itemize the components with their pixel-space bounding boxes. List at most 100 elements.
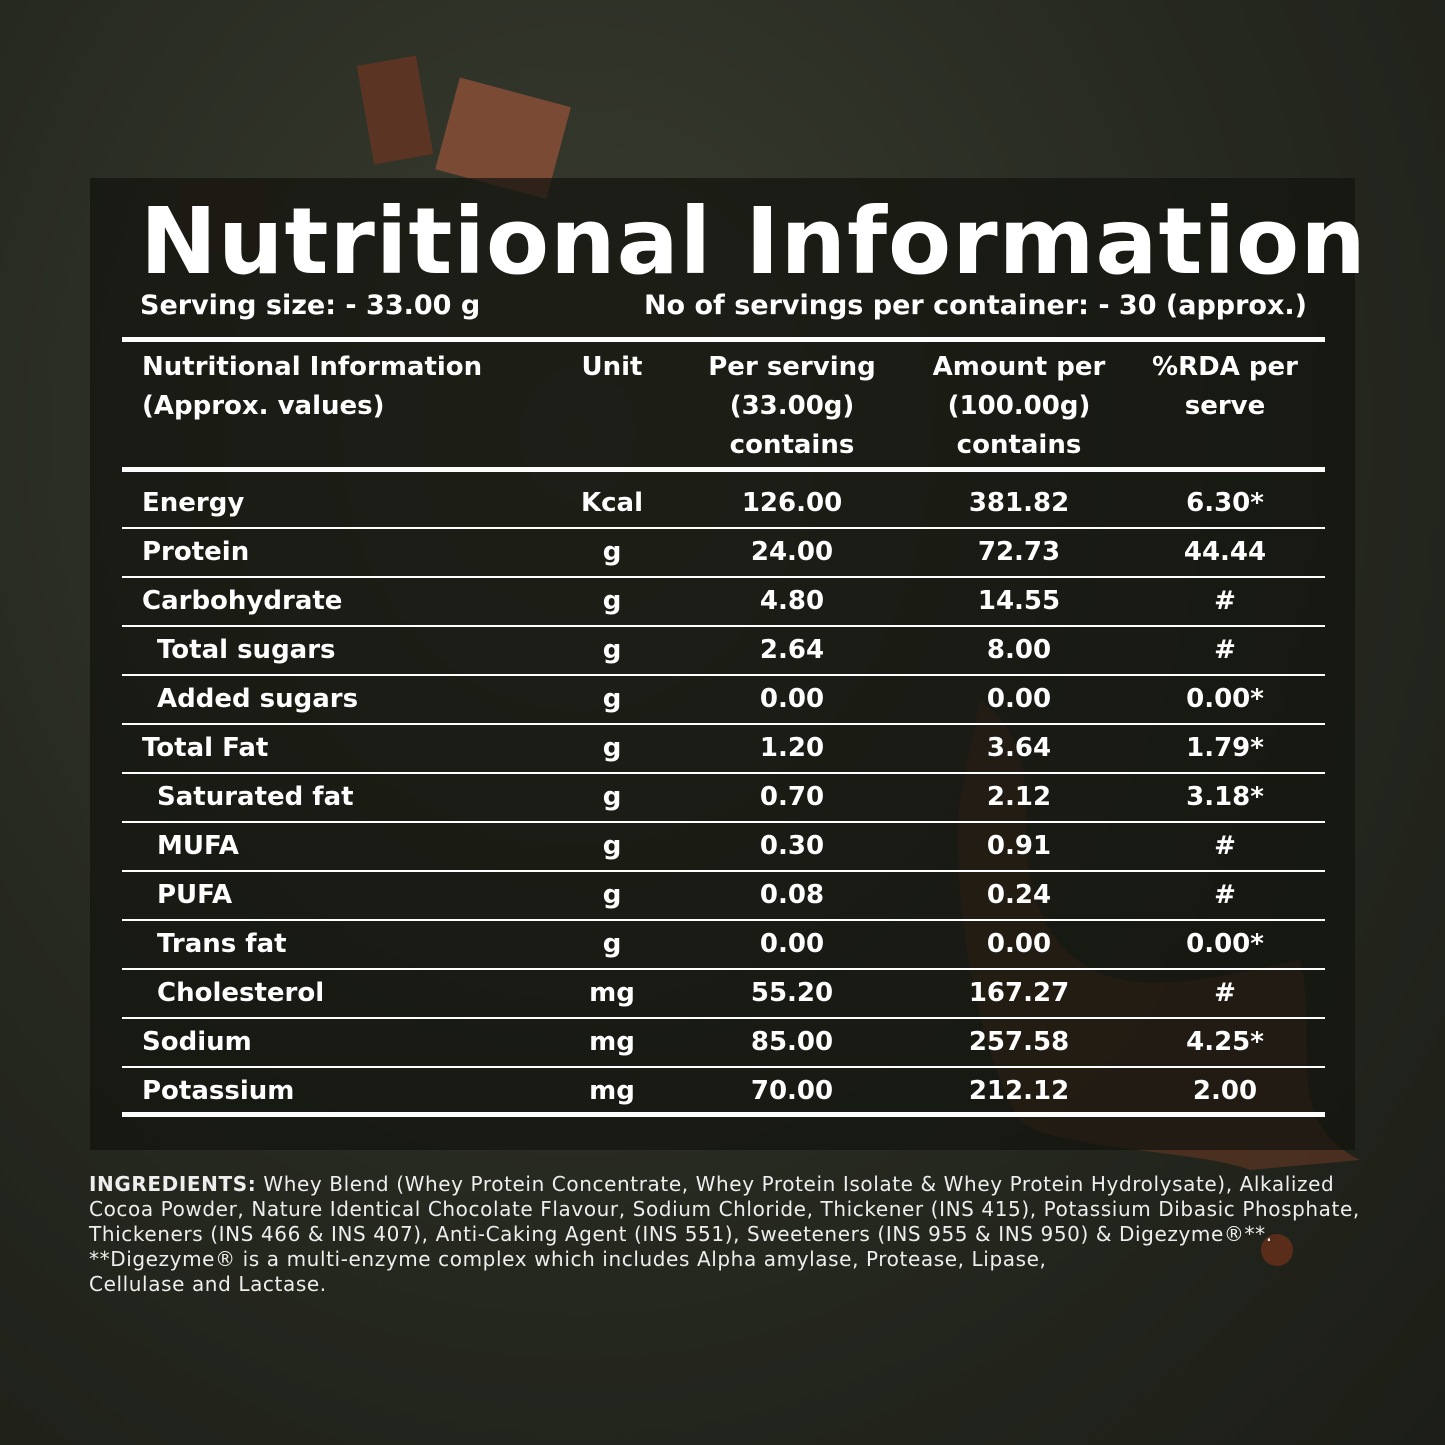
header-cell: %RDA per serve	[1075, 348, 1375, 426]
row-label: Energy	[142, 488, 245, 518]
row-value: g	[602, 537, 622, 567]
row-divider	[122, 870, 1325, 872]
row-value: 4.80	[759, 586, 825, 616]
row-value: Kcal	[580, 488, 644, 518]
row-value: 2.12	[986, 782, 1052, 812]
row-value: g	[602, 880, 622, 910]
row-value: 72.73	[977, 537, 1061, 567]
header-line: Unit	[581, 352, 643, 382]
row-divider	[122, 919, 1325, 921]
rule	[122, 1112, 1325, 1117]
header-line: Amount per	[932, 352, 1106, 382]
row-value: 0.00*	[1186, 684, 1264, 714]
row-value: #	[1214, 635, 1236, 665]
header-line: (33.00g)	[729, 391, 855, 421]
row-divider	[122, 674, 1325, 676]
header-line: Per serving	[708, 352, 876, 382]
row-value: 85.00	[750, 1027, 834, 1057]
row-label: Trans fat	[157, 929, 287, 959]
header-line: contains	[729, 430, 855, 460]
row-value: 24.00	[750, 537, 834, 567]
row-divider	[122, 772, 1325, 774]
row-divider	[122, 527, 1325, 529]
header-line: (100.00g)	[947, 391, 1091, 421]
row-value: #	[1214, 831, 1236, 861]
header-line: %RDA per	[1152, 352, 1298, 382]
row-label: Added sugars	[157, 684, 359, 714]
row-divider	[122, 821, 1325, 823]
row-value: 212.12	[968, 1076, 1070, 1106]
row-value: g	[602, 929, 622, 959]
row-divider	[122, 723, 1325, 725]
row-value: 3.18*	[1186, 782, 1264, 812]
row-value: 0.00*	[1186, 929, 1264, 959]
row-value: mg	[589, 1027, 635, 1057]
row-divider	[122, 576, 1325, 578]
header-cell: Unit	[462, 348, 762, 387]
row-value: 0.91	[986, 831, 1052, 861]
rule	[122, 337, 1325, 342]
row-value: 2.00	[1192, 1076, 1258, 1106]
row-value: #	[1214, 586, 1236, 616]
row-value: g	[602, 733, 622, 763]
row-value: 0.00	[986, 684, 1052, 714]
row-label: Potassium	[142, 1076, 295, 1106]
row-divider	[122, 625, 1325, 627]
row-value: 0.00	[759, 929, 825, 959]
header-line: contains	[956, 430, 1082, 460]
row-value: 381.82	[968, 488, 1070, 518]
row-value: 0.00	[759, 684, 825, 714]
ingredients: INGREDIENTS: Whey Blend (Whey Protein Co…	[89, 1172, 1369, 1297]
row-value: 14.55	[977, 586, 1061, 616]
row-value: g	[602, 586, 622, 616]
row-value: #	[1214, 880, 1236, 910]
row-value: 70.00	[750, 1076, 834, 1106]
row-value: 6.30*	[1186, 488, 1264, 518]
row-label: Total Fat	[142, 733, 269, 763]
row-label: Total sugars	[157, 635, 336, 665]
row-label: MUFA	[157, 831, 239, 861]
row-value: mg	[589, 978, 635, 1008]
header-line: Nutritional Information	[142, 352, 483, 382]
row-value: 3.64	[986, 733, 1052, 763]
row-value: 0.00	[986, 929, 1052, 959]
row-label: Carbohydrate	[142, 586, 343, 616]
row-value: 2.64	[759, 635, 825, 665]
row-divider	[122, 968, 1325, 970]
header-cell: Amount per (100.00g) contains	[869, 348, 1169, 465]
row-value: 4.25*	[1186, 1027, 1264, 1057]
row-value: #	[1214, 978, 1236, 1008]
row-divider	[122, 1017, 1325, 1019]
ingredients-label: INGREDIENTS:	[89, 1172, 257, 1196]
row-label: PUFA	[157, 880, 233, 910]
row-value: g	[602, 635, 622, 665]
row-label: Cholesterol	[157, 978, 325, 1008]
row-value: 1.79*	[1186, 733, 1264, 763]
row-value: 126.00	[741, 488, 843, 518]
row-label: Sodium	[142, 1027, 252, 1057]
row-value: 1.20	[759, 733, 825, 763]
row-value: g	[602, 831, 622, 861]
header-line: serve	[1184, 391, 1266, 421]
header-cell: Per serving (33.00g) contains	[642, 348, 942, 465]
row-value: g	[602, 684, 622, 714]
row-label: Protein	[142, 537, 250, 567]
rule	[122, 467, 1325, 472]
row-divider	[122, 1066, 1325, 1068]
row-value: 8.00	[986, 635, 1052, 665]
row-value: 0.24	[986, 880, 1052, 910]
ingredients-note: **Digezyme® is a multi-enzyme complex wh…	[89, 1247, 1047, 1296]
row-value: g	[602, 782, 622, 812]
serving-size: Serving size: - 33.00 g	[140, 290, 481, 321]
header-cell: Nutritional Information (Approx. values)	[142, 348, 482, 426]
row-value: 0.70	[759, 782, 825, 812]
title: Nutritional Information	[140, 188, 1367, 295]
servings: No of servings per container: - 30 (appr…	[643, 290, 1307, 321]
row-value: 44.44	[1183, 537, 1267, 567]
row-label: Saturated fat	[157, 782, 354, 812]
row-value: 167.27	[968, 978, 1070, 1008]
header-line: (Approx. values)	[142, 391, 385, 421]
row-value: 257.58	[968, 1027, 1070, 1057]
row-value: 55.20	[750, 978, 834, 1008]
